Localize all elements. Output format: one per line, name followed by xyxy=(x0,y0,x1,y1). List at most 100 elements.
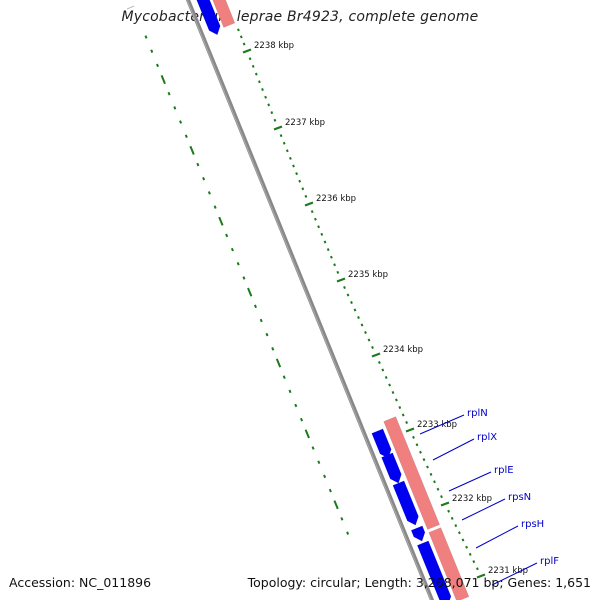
kbp-tick-label: 2235 kbp xyxy=(348,270,388,280)
outer-ring-tick xyxy=(304,429,310,439)
kbp-minor-tick xyxy=(289,156,292,160)
outer-ring-tick xyxy=(167,91,171,96)
outer-ring-tick xyxy=(247,287,253,297)
outer-ring-tick xyxy=(196,162,200,167)
kbp-minor-tick xyxy=(461,538,465,542)
kbp-minor-tick xyxy=(412,435,415,439)
kbp-minor-tick xyxy=(273,118,277,122)
outer-ring-tick xyxy=(282,375,286,379)
kbp-major-tick xyxy=(371,352,381,358)
kbp-minor-tick xyxy=(251,64,255,68)
kbp-tick-label: 2237 kbp xyxy=(285,118,325,128)
kbp-minor-tick xyxy=(440,495,443,499)
kbp-tick-label: 2236 kbp xyxy=(316,194,356,204)
reverse-gene-feature xyxy=(383,416,440,530)
gene-label-rplF: rplF xyxy=(540,556,559,567)
kbp-minor-tick xyxy=(468,552,472,556)
kbp-minor-tick xyxy=(364,331,367,334)
kbp-minor-tick xyxy=(320,232,324,236)
kbp-minor-tick xyxy=(285,149,289,153)
outer-ring-tick xyxy=(144,35,148,39)
gene-label-leader xyxy=(432,438,475,461)
kbp-minor-tick xyxy=(301,187,305,191)
gene-label-rplE: rplE xyxy=(494,465,514,476)
outer-ring-tick xyxy=(213,205,217,209)
gene-label-leader xyxy=(491,562,538,586)
kbp-minor-tick xyxy=(353,308,357,312)
forward-gene-feature xyxy=(392,480,419,526)
kbp-tick-label: 2238 kbp xyxy=(254,41,294,51)
kbp-minor-tick xyxy=(343,286,346,289)
kbp-tick-labels: 2238 kbp 2237 kbp 2236 kbp 2235 kbp 2234 kbp… xyxy=(254,41,528,576)
kbp-minor-tick xyxy=(330,255,333,259)
outer-ring-tick xyxy=(179,120,183,124)
kbp-minor-tick xyxy=(254,72,258,76)
kbp-minor-tick xyxy=(395,398,398,402)
kbp-minor-tick xyxy=(279,134,283,138)
outer-ring-tick xyxy=(184,134,188,138)
outer-ring-tick xyxy=(288,389,292,394)
kbp-minor-tick xyxy=(242,42,246,46)
kbp-tick-label: 2233 kbp xyxy=(417,420,457,430)
forward-gene-feature xyxy=(196,0,221,36)
kbp-minor-tick xyxy=(304,194,308,198)
outer-ring-tick xyxy=(259,318,263,323)
forward-gene-feature xyxy=(416,540,452,600)
kbp-minor-tick xyxy=(426,465,429,469)
kbp-minor-tick xyxy=(378,361,381,364)
kbp-minor-tick xyxy=(415,443,419,447)
kbp-tick-label: 2234 kbp xyxy=(383,345,423,355)
kbp-minor-tick xyxy=(350,301,353,304)
kbp-minor-tick xyxy=(336,270,340,274)
kbp-minor-tick xyxy=(333,263,336,267)
kbp-major-tick xyxy=(476,573,486,579)
gene-label-rplN: rplN xyxy=(467,408,488,419)
kbp-minor-tick xyxy=(419,450,422,454)
kbp-minor-tick xyxy=(298,179,302,183)
kbp-minor-tick xyxy=(292,164,295,168)
map-edge-mark xyxy=(126,5,135,10)
kbp-minor-tick xyxy=(264,95,267,99)
outer-ring-tick xyxy=(294,403,298,408)
kbp-minor-tick xyxy=(458,531,461,535)
kbp-minor-tick xyxy=(450,516,454,520)
kbp-minor-tick xyxy=(282,141,286,145)
outer-ring-tick xyxy=(202,176,206,181)
outer-ring-tick xyxy=(265,332,269,337)
gene-label-rpsN: rpsN xyxy=(508,492,531,503)
outer-ring-tick xyxy=(311,446,315,450)
kbp-minor-tick xyxy=(367,338,371,342)
genome-backbone xyxy=(185,0,435,600)
outer-ring-tick xyxy=(253,304,257,309)
kbp-tick-label: 2232 kbp xyxy=(452,494,492,504)
kbp-minor-tick xyxy=(429,472,433,476)
kbp-minor-tick xyxy=(346,293,350,297)
kbp-minor-tick xyxy=(401,413,405,417)
outer-ring-tick xyxy=(218,216,224,226)
outer-ring-tick xyxy=(207,191,211,195)
kbp-minor-tick xyxy=(384,376,388,379)
kbp-minor-tick xyxy=(454,524,458,528)
forward-gene-feature xyxy=(381,452,402,484)
outer-ring-tick xyxy=(340,517,344,521)
forward-gene-feature xyxy=(410,525,426,542)
gene-label-leader xyxy=(419,414,465,435)
kbp-minor-tick xyxy=(323,240,327,244)
kbp-major-tick xyxy=(336,277,346,283)
kbp-minor-tick xyxy=(371,346,374,349)
kbp-minor-tick xyxy=(310,210,314,214)
kbp-minor-tick xyxy=(295,172,298,176)
kbp-minor-tick xyxy=(237,28,240,32)
kbp-minor-tick xyxy=(388,383,391,387)
kbp-minor-tick xyxy=(398,406,402,409)
outer-ring-tick xyxy=(156,63,160,68)
kbp-minor-tick xyxy=(267,103,271,107)
kbp-minor-tick xyxy=(258,80,261,84)
gene-label-rplX: rplX xyxy=(477,432,497,443)
outer-ring-tick xyxy=(271,347,275,351)
kbp-minor-tick xyxy=(248,57,252,61)
outer-ring-tick xyxy=(300,417,304,422)
outer-ring-tick xyxy=(333,500,339,510)
outer-ring-tick xyxy=(230,247,234,252)
